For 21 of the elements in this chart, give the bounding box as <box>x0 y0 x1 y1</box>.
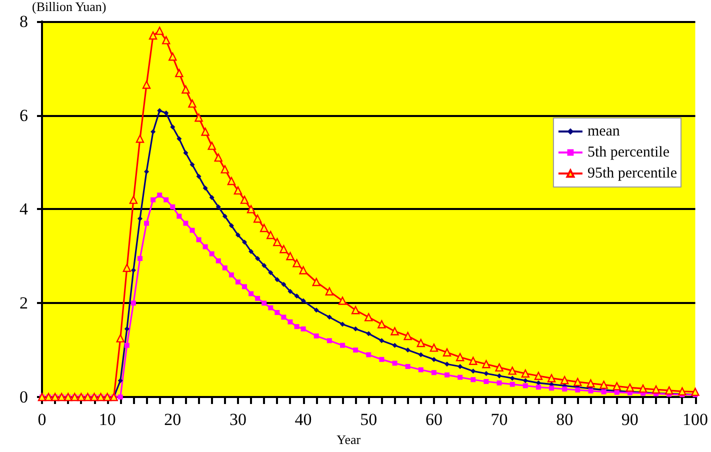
x-tick-label: 50 <box>360 410 378 429</box>
legend-label: 95th percentile <box>587 166 678 182</box>
x-tick-label: 30 <box>229 410 246 429</box>
x-tick-label: 40 <box>294 410 312 429</box>
y-tick-label: 2 <box>20 294 28 313</box>
x-tick-label: 100 <box>682 410 708 429</box>
x-tick-label: 70 <box>490 410 508 429</box>
y-axis-title: (Billion Yuan) <box>32 0 106 14</box>
x-tick-label: 60 <box>425 410 442 429</box>
legend-label: mean <box>587 124 620 140</box>
x-tick-label: 90 <box>621 410 638 429</box>
y-tick-label: 0 <box>20 388 28 406</box>
x-tick-label: 80 <box>556 410 574 429</box>
y-tick-label: 8 <box>20 12 28 31</box>
y-tick-label: 6 <box>20 106 28 125</box>
x-tick-label: 0 <box>38 410 46 429</box>
y-tick-label: 4 <box>20 200 28 219</box>
x-tick-label: 20 <box>164 410 182 429</box>
x-tick-label: 10 <box>98 410 116 429</box>
x-axis-title: Year <box>336 432 362 447</box>
legend-label: 5th percentile <box>587 144 670 160</box>
